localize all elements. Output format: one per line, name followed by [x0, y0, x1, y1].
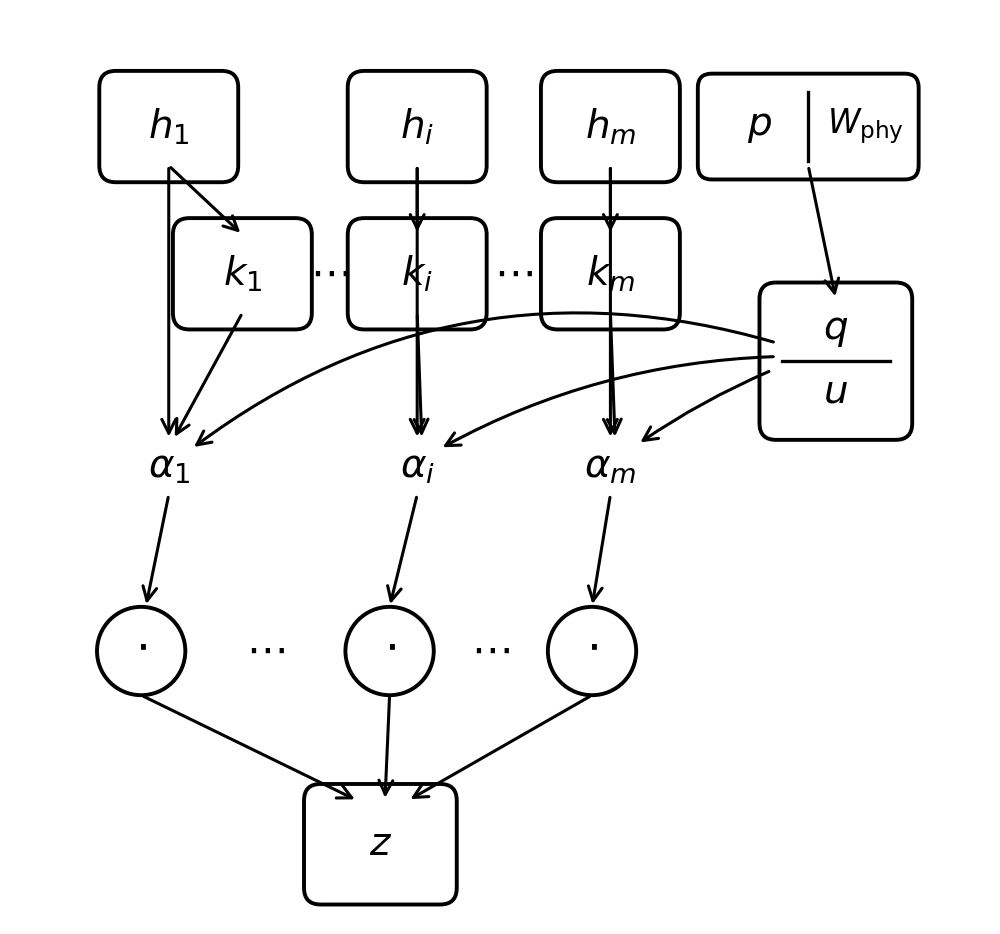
Text: $k_i$: $k_i$ [401, 254, 433, 294]
FancyBboxPatch shape [348, 219, 487, 330]
Text: $\cdots$: $\cdots$ [494, 253, 533, 295]
Text: $\alpha_m$: $\alpha_m$ [584, 448, 637, 486]
Text: $\cdot$: $\cdot$ [384, 626, 396, 671]
Text: $h_i$: $h_i$ [400, 106, 434, 147]
FancyBboxPatch shape [698, 74, 919, 179]
FancyBboxPatch shape [99, 71, 238, 182]
Text: $p$: $p$ [747, 108, 772, 145]
Text: $\cdot$: $\cdot$ [586, 626, 598, 671]
Text: $h_1$: $h_1$ [148, 106, 190, 147]
Circle shape [548, 607, 636, 695]
Text: $\alpha_i$: $\alpha_i$ [400, 448, 435, 486]
Text: $k_1$: $k_1$ [223, 254, 262, 294]
Text: $k_m$: $k_m$ [586, 254, 635, 294]
FancyBboxPatch shape [541, 219, 680, 330]
FancyBboxPatch shape [348, 71, 487, 182]
Text: $u$: $u$ [823, 374, 848, 411]
FancyBboxPatch shape [304, 784, 457, 904]
Text: $\alpha_1$: $\alpha_1$ [148, 448, 190, 486]
Text: $W_{\mathrm{phy}}$: $W_{\mathrm{phy}}$ [827, 106, 904, 147]
FancyBboxPatch shape [759, 282, 912, 440]
Text: $\cdots$: $\cdots$ [310, 253, 349, 295]
Text: $q$: $q$ [823, 312, 848, 348]
FancyBboxPatch shape [173, 219, 312, 330]
Text: $\cdots$: $\cdots$ [246, 630, 285, 672]
Text: $z$: $z$ [369, 826, 392, 863]
Text: $\cdots$: $\cdots$ [471, 630, 510, 672]
Circle shape [97, 607, 185, 695]
Circle shape [345, 607, 434, 695]
Text: $\cdot$: $\cdot$ [135, 626, 147, 671]
Text: $h_m$: $h_m$ [585, 106, 636, 147]
FancyBboxPatch shape [541, 71, 680, 182]
